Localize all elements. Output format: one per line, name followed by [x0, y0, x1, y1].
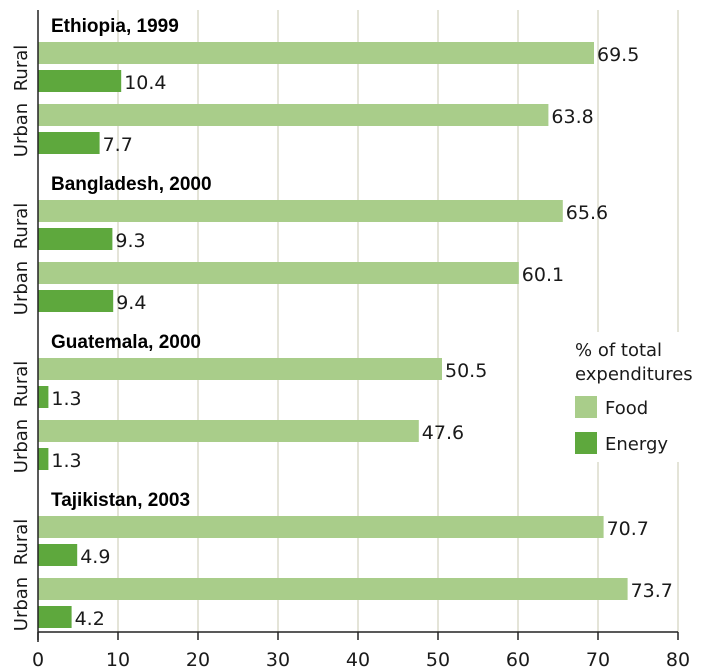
food-bar: [38, 262, 519, 284]
food-value-label: 60.1: [522, 264, 564, 286]
food-bar: [38, 578, 628, 600]
energy-bar: [38, 228, 113, 250]
energy-value-label: 10.4: [124, 72, 166, 94]
x-tick-label: 60: [506, 649, 530, 671]
food-bar: [38, 200, 563, 222]
row-side-label: Urban: [11, 419, 32, 473]
legend-title-line-2: expenditures: [575, 364, 693, 385]
x-tick-label: 30: [266, 649, 290, 671]
group-title: Tajikistan, 2003: [51, 490, 190, 511]
food-bar: [38, 516, 604, 538]
energy-value-label: 4.2: [75, 608, 105, 630]
legend-food-swatch: [575, 396, 597, 418]
legend-energy-label: Energy: [605, 434, 668, 455]
food-value-label: 73.7: [631, 580, 673, 602]
energy-bar: [38, 544, 78, 566]
energy-bar: [38, 70, 122, 92]
food-value-label: 65.6: [566, 202, 608, 224]
group-title: Ethiopia, 1999: [51, 16, 179, 37]
legend-energy-swatch: [575, 432, 597, 454]
row-side-label: Urban: [11, 103, 32, 157]
x-tick-label: 70: [586, 649, 610, 671]
x-tick-label: 80: [666, 649, 690, 671]
bars: [38, 42, 628, 628]
group-title: Guatemala, 2000: [51, 332, 201, 353]
food-bar: [38, 42, 594, 64]
food-value-label: 47.6: [422, 422, 464, 444]
food-value-label: 70.7: [607, 518, 649, 540]
energy-bar: [38, 290, 114, 312]
labels: Ethiopia, 1999 69.5 10.4 Rural 63.8 7.7 Urban B…: [11, 16, 673, 631]
food-value-label: 63.8: [551, 106, 593, 128]
energy-bar: [38, 606, 72, 628]
x-tick-label: 40: [346, 649, 370, 671]
energy-value-label: 4.9: [80, 546, 110, 568]
food-value-label: 50.5: [445, 360, 487, 382]
food-bar: [38, 358, 442, 380]
row-side-label: Urban: [11, 261, 32, 315]
food-bar: [38, 420, 419, 442]
energy-bar: [38, 132, 100, 154]
legend-title-line-1: % of total: [575, 340, 662, 361]
food-value-label: 69.5: [597, 44, 639, 66]
x-tick-label: 20: [186, 649, 210, 671]
energy-value-label: 1.3: [51, 450, 81, 472]
energy-value-label: 7.7: [103, 134, 133, 156]
energy-value-label: 9.3: [115, 230, 145, 252]
energy-value-label: 9.4: [116, 292, 146, 314]
row-side-label: Rural: [11, 203, 32, 250]
energy-bar: [38, 448, 49, 470]
legend-food-label: Food: [605, 398, 648, 419]
x-axis: 0 10 20 30 40 50 60 70 80: [32, 10, 690, 671]
row-side-label: Urban: [11, 577, 32, 631]
x-tick-label: 10: [106, 649, 130, 671]
energy-value-label: 1.3: [51, 388, 81, 410]
row-side-label: Rural: [11, 45, 32, 92]
row-side-label: Rural: [11, 519, 32, 566]
legend: % of total expenditures Food Energy: [560, 332, 702, 462]
grid: [117, 10, 679, 632]
group-title: Bangladesh, 2000: [51, 174, 212, 195]
energy-bar: [38, 386, 49, 408]
food-bar: [38, 104, 549, 126]
row-side-label: Rural: [11, 361, 32, 408]
x-tick-label: 50: [426, 649, 450, 671]
x-tick-label: 0: [32, 649, 44, 671]
